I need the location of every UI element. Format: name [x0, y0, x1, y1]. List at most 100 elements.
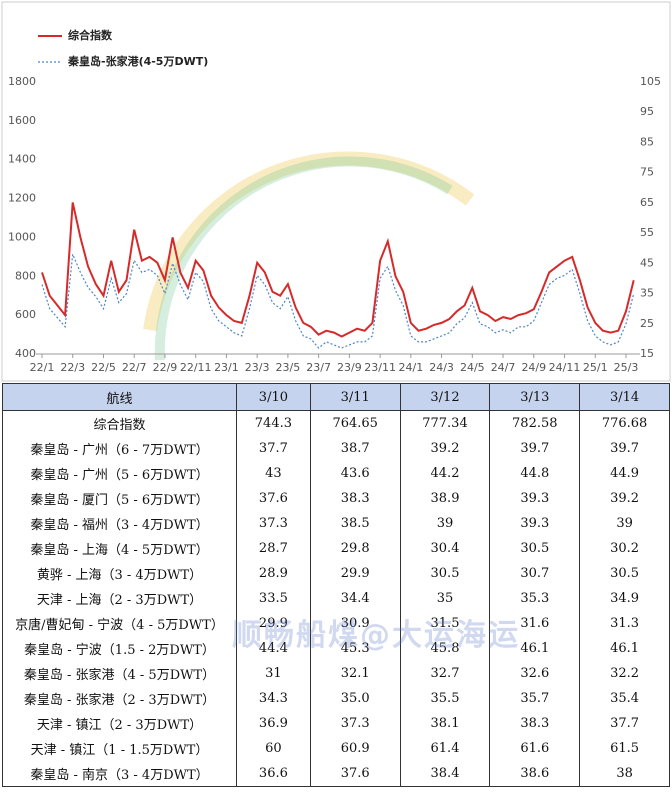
value-cell: 776.68 [579, 410, 670, 436]
value-cell: 28.7 [236, 536, 311, 561]
y2-tick-label: 25 [640, 317, 654, 330]
route-cell: 京唐/曹妃甸 - 宁波（4 - 5万DWT） [2, 611, 237, 636]
table-row: 京唐/曹妃甸 - 宁波（4 - 5万DWT） 29.9 30.9 31.5 31.6 31… [2, 611, 670, 636]
value-cell: 31.6 [489, 611, 580, 636]
table-row: 秦皇岛 - 张家港（4 - 5万DWT） 31 32.1 32.7 32.6 32.2 [2, 661, 670, 686]
value-cell: 744.3 [236, 410, 311, 436]
table-row: 秦皇岛 - 广州（5 - 6万DWT） 43 43.6 44.2 44.8 44.9 [2, 461, 670, 486]
value-cell: 37.6 [309, 761, 401, 787]
y2-tick-label: 15 [640, 347, 654, 360]
route-cell: 秦皇岛 - 南京（3 - 4万DWT） [2, 761, 237, 787]
value-cell: 44.8 [489, 461, 580, 486]
value-cell: 37.7 [236, 436, 311, 461]
route-cell: 秦皇岛 - 上海（4 - 5万DWT） [2, 536, 237, 561]
y2-tick-label: 95 [640, 105, 654, 118]
table-row: 秦皇岛 - 广州（6 - 7万DWT） 37.7 38.7 39.2 39.7 39.7 [2, 436, 670, 461]
chart: 400 600 800 1000 1200 1400 1600 1800 15 25 35 45 55 6… [1, 1, 671, 382]
value-cell: 38.5 [309, 511, 401, 536]
x-tick-label: 23/9 [337, 361, 362, 374]
value-cell: 37.7 [579, 711, 670, 736]
value-cell: 43.6 [309, 461, 401, 486]
y2-tick-label: 75 [640, 166, 654, 179]
value-cell: 30.5 [489, 536, 580, 561]
table-row: 综合指数 744.3 764.65 777.34 782.58 776.68 [2, 410, 670, 436]
y-tick-label: 1000 [8, 230, 36, 243]
value-cell: 36.6 [236, 761, 311, 787]
value-cell: 35.3 [489, 586, 580, 611]
value-cell: 37.3 [236, 511, 311, 536]
legend-label: 综合指数 [68, 28, 113, 42]
route-cell: 秦皇岛 - 宁波（1.5 - 2万DWT） [2, 636, 237, 661]
header-row: 航线 3/10 3/11 3/12 3/13 3/14 [2, 383, 670, 411]
table-row: 秦皇岛 - 南京（3 - 4万DWT） 36.6 37.6 38.4 38.6 38 [2, 761, 670, 787]
header-cell: 3/14 [579, 383, 670, 411]
table-row: 秦皇岛 - 上海（4 - 5万DWT） 28.7 29.8 30.4 30.5 30.2 [2, 536, 670, 561]
route-cell: 秦皇岛 - 厦门（5 - 6万DWT） [2, 486, 237, 511]
legend-label: 秦皇岛-张家港(4-5万DWT) [67, 54, 208, 68]
y-tick-label: 1400 [8, 153, 36, 166]
series-line [41, 202, 635, 338]
y2-tick-label: 65 [640, 196, 654, 209]
value-cell: 61.4 [399, 736, 490, 761]
route-cell: 天津 - 镇江（1 - 1.5万DWT） [2, 736, 237, 761]
x-tick-label: 24/3 [429, 361, 454, 374]
value-cell: 38.3 [309, 486, 401, 511]
value-cell: 39.3 [489, 511, 580, 536]
y2-tick-label: 105 [640, 75, 661, 88]
route-cell: 秦皇岛 - 广州（5 - 6万DWT） [2, 461, 237, 486]
series-line [41, 251, 635, 349]
value-cell: 35.5 [399, 686, 490, 711]
header-cell: 航线 [2, 383, 237, 411]
x-tick-label: 22/11 [180, 361, 212, 374]
x-tick-label: 23/7 [306, 361, 331, 374]
x-tick-label: 22/7 [122, 361, 147, 374]
route-cell: 天津 - 上海（2 - 3万DWT） [2, 586, 237, 611]
value-cell: 60.9 [309, 736, 401, 761]
value-cell: 39.7 [489, 436, 580, 461]
value-cell: 31.5 [399, 611, 490, 636]
route-cell: 秦皇岛 - 张家港（4 - 5万DWT） [2, 661, 237, 686]
value-cell: 32.7 [399, 661, 490, 686]
route-cell: 综合指数 [2, 410, 237, 436]
table-row: 秦皇岛 - 福州（3 - 4万DWT） 37.3 38.5 39 39.3 39 [2, 511, 670, 536]
x-tick-label: 22/3 [60, 361, 85, 374]
value-cell: 30.2 [579, 536, 670, 561]
data-table: 航线 3/10 3/11 3/12 3/13 3/14 综合指数 744.3 764.65 777… [2, 383, 670, 787]
watermark: 顺畅船煤@大运海运 [232, 618, 520, 653]
value-cell: 38.6 [489, 761, 580, 787]
value-cell: 764.65 [309, 410, 401, 436]
x-tick-label: 25/1 [583, 361, 608, 374]
logo-arc [154, 156, 453, 361]
value-cell: 35.7 [489, 686, 580, 711]
value-cell: 30.7 [489, 561, 580, 586]
x-tick-label: 24/9 [521, 361, 546, 374]
value-cell: 29.8 [309, 536, 401, 561]
table-row: 天津 - 镇江（2 - 3万DWT） 36.9 37.3 38.1 38.3 37.7 [2, 711, 670, 736]
value-cell: 44.9 [579, 461, 670, 486]
value-cell: 60 [236, 736, 311, 761]
value-cell: 38.1 [399, 711, 490, 736]
x-tick-label: 23/3 [245, 361, 270, 374]
value-cell: 38 [579, 761, 670, 787]
value-cell: 36.9 [236, 711, 311, 736]
x-tick-label: 24/11 [549, 361, 581, 374]
y2-tick-label: 55 [640, 226, 654, 239]
value-cell: 61.5 [579, 736, 670, 761]
x-tick-label: 23/5 [276, 361, 301, 374]
value-cell: 37.3 [309, 711, 401, 736]
value-cell: 30.5 [579, 561, 670, 586]
value-cell: 43 [236, 461, 311, 486]
value-cell: 37.6 [236, 486, 311, 511]
table-row: 黄骅 - 上海（3 - 4万DWT） 28.9 29.9 30.5 30.7 30.5 [2, 561, 670, 586]
header-cell: 3/10 [236, 383, 311, 411]
x-tick-label: 22/9 [153, 361, 178, 374]
value-cell: 30.5 [399, 561, 490, 586]
y-tick-label: 1800 [8, 75, 36, 88]
value-cell: 35 [399, 586, 490, 611]
value-cell: 782.58 [489, 410, 580, 436]
header-cell: 3/12 [399, 383, 490, 411]
x-tick-label: 23/11 [364, 361, 396, 374]
value-cell: 38.3 [489, 711, 580, 736]
value-cell: 31.3 [579, 611, 670, 636]
